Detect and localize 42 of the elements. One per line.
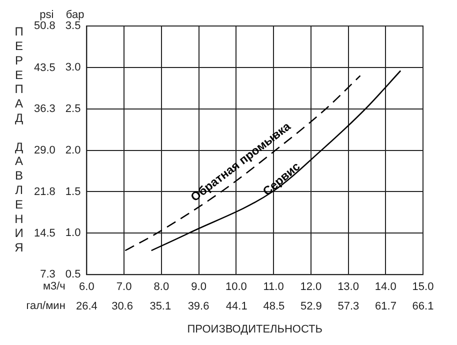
text: бар	[66, 9, 84, 21]
x-tick-label: 10.0	[225, 281, 247, 294]
x2-tick-label: 44.1	[226, 300, 248, 312]
x-tick-label: 11.0	[263, 281, 284, 294]
x2-tick-label: 35.1	[150, 300, 172, 312]
y2-tick-label: 14.5	[34, 227, 56, 240]
x-tick-label: 9.0	[191, 281, 206, 294]
x-tick-label: 7.0	[116, 281, 132, 294]
y-tick-label: 1.0	[65, 227, 81, 240]
y-tick-label: 0.5	[65, 268, 81, 281]
x2-tick-label: 30.6	[112, 300, 133, 312]
x-tick-label: 8.0	[154, 281, 170, 294]
x2-tick-label: 61.7	[375, 300, 396, 312]
y2-tick-label: 43.5	[34, 62, 56, 74]
text: гал/мин	[26, 300, 66, 312]
y-tick-label: 1.5	[65, 186, 81, 198]
y2-tick-label: 29.0	[34, 144, 56, 157]
y2-tick-label: 36.3	[34, 102, 56, 115]
y-tick-label: 3.0	[65, 61, 81, 74]
x2-tick-label: 26.4	[76, 300, 98, 312]
line-series	[150, 70, 402, 252]
y2-tick-label: 21.8	[34, 186, 56, 198]
x-axis-title: ПРОИЗВОДИТЕЛЬНОСТЬ	[187, 324, 322, 336]
x2-tick-label: 66.1	[412, 300, 434, 312]
y2-tick-label: 50.8	[34, 20, 56, 32]
x2-tick-label: 52.9	[300, 300, 322, 312]
x2-tick-label: 48.5	[263, 300, 285, 312]
text: ПЕРЕПАД ДАВЛЕНИЯ	[14, 24, 24, 255]
x-tick-label: 15.0	[412, 281, 434, 294]
y-tick-label: 2.5	[65, 102, 81, 115]
x-tick-label: 6.0	[79, 281, 94, 294]
x2-tick-label: 57.3	[338, 300, 360, 312]
x-tick-label: 14.0	[374, 281, 396, 294]
y2-tick-label: 7.3	[40, 268, 56, 281]
line-series	[124, 75, 361, 252]
x-tick-label: 13.0	[338, 281, 359, 294]
y-tick-label: 2.0	[65, 144, 81, 156]
text: psi	[40, 9, 54, 21]
x2-tick-label: 39.6	[188, 300, 210, 312]
x-tick-label: 12.0	[300, 281, 322, 294]
text: м3/ч	[42, 280, 66, 293]
y-tick-label: 3.5	[65, 20, 81, 32]
